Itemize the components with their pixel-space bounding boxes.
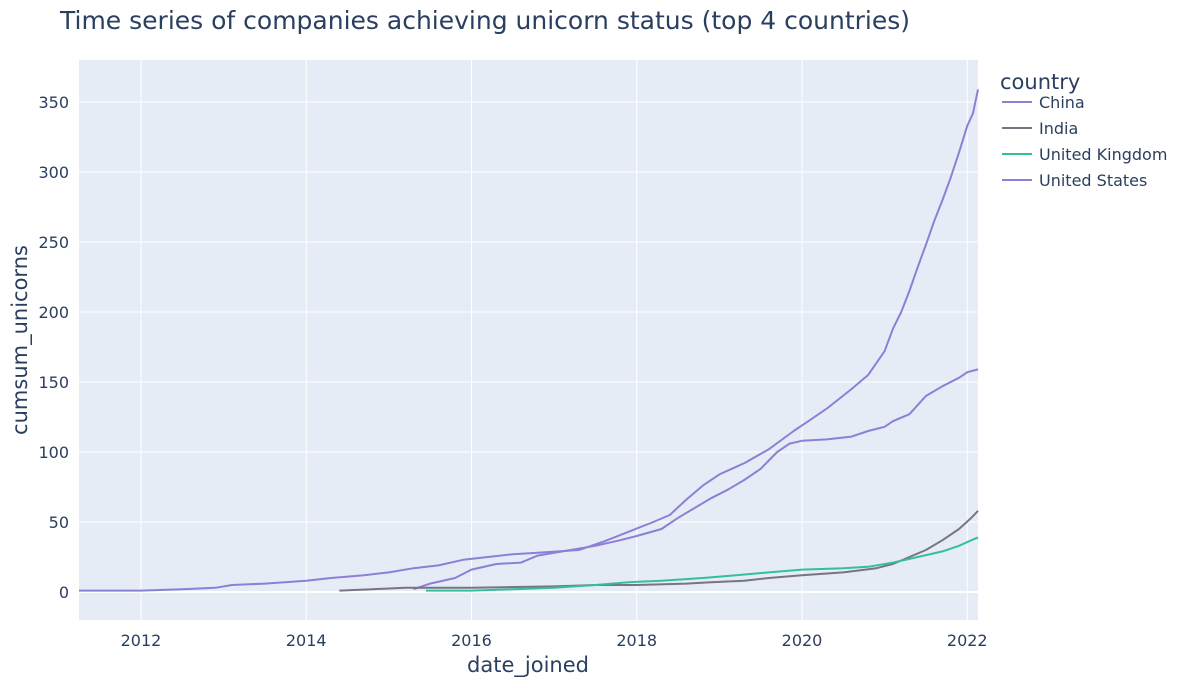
legend-label-india[interactable]: India	[1039, 119, 1078, 138]
x-tick-label: 2012	[121, 631, 162, 650]
series-line-united-states	[79, 89, 979, 592]
y-tick-label: 50	[49, 513, 69, 532]
x-tick-label: 2018	[616, 631, 657, 650]
legend: country China India United Kingdom United S…	[1000, 70, 1167, 190]
y-axis-title: cumsum_unicorns	[8, 245, 33, 435]
x-tick-label: 2022	[947, 631, 988, 650]
x-tick-label: 2016	[451, 631, 492, 650]
y-tick-label: 250	[38, 233, 69, 252]
series-line-india	[339, 510, 979, 592]
y-tick-label: 200	[38, 303, 69, 322]
legend-label-united-kingdom[interactable]: United Kingdom	[1039, 145, 1167, 164]
gridlines	[79, 60, 978, 620]
x-tick-label: 2020	[782, 631, 823, 650]
y-tick-label: 0	[59, 583, 69, 602]
series-line-united-kingdom	[426, 536, 979, 592]
legend-label-united-states[interactable]: United States	[1039, 171, 1147, 190]
chart-title: Time series of companies achieving unico…	[60, 6, 911, 35]
y-tick-label: 350	[38, 93, 69, 112]
y-tick-label: 300	[38, 163, 69, 182]
x-tick-label: 2014	[286, 631, 327, 650]
y-tick-label: 150	[38, 373, 69, 392]
y-tick-label: 100	[38, 443, 69, 462]
x-axis-title: date_joined	[467, 653, 589, 678]
plot-area	[79, 60, 978, 620]
series-line-china	[413, 368, 979, 591]
series-lines	[79, 89, 979, 592]
legend-title: country	[1000, 70, 1080, 94]
y-axis-ticks: 0 50 100 150 200 250 300 350	[38, 93, 69, 602]
legend-label-china[interactable]: China	[1039, 93, 1085, 112]
x-axis-ticks: 2012 2014 2016 2018 2020 2022	[121, 631, 988, 650]
